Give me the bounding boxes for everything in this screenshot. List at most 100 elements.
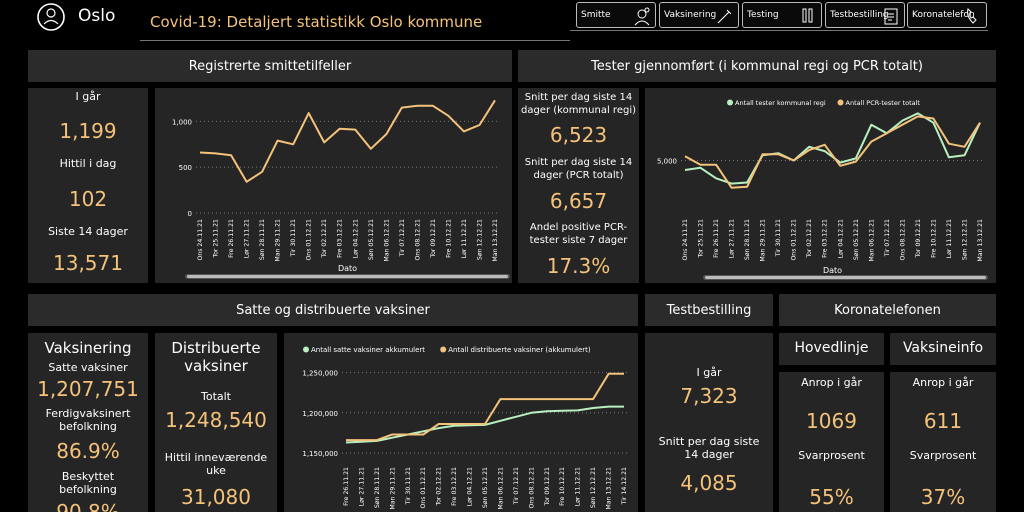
phone-icon [967, 8, 977, 24]
x-tick-label: Lør 11.12.21 [461, 219, 468, 258]
hovedlinje-title: Hovedlinje [794, 340, 869, 356]
ferdigvaksinert-value: 86.9% [56, 439, 120, 463]
vaksineinfo-anrop-value: 611 [923, 409, 963, 433]
x-tick-label: Ons 24.11.21 [197, 219, 204, 261]
smitte-kpi-panel [28, 88, 148, 283]
nav-testing-button[interactable]: Testing [742, 2, 822, 28]
x-tick-label: Tor 09.12.21 [915, 219, 922, 259]
tester-snitt-kommunal-label: Snitt per dag siste 14 dager (kommunal r… [520, 92, 637, 116]
x-tick-label: Tor 09.12.21 [544, 467, 551, 507]
legend-marker [837, 99, 844, 106]
nav-koronatelefon-button[interactable]: Koronatelefon [907, 2, 987, 28]
title-underline-right [570, 30, 988, 31]
series-line [684, 115, 981, 189]
tester-andel-value: 17.3% [546, 254, 611, 278]
legend-label: Antall distribuerte vaksiner (akkumulert… [448, 346, 591, 354]
x-tick-label: Tor 25.11.21 [213, 219, 220, 259]
x-tick-label: Man 29.11.21 [275, 219, 282, 262]
vaksinering-title: Vaksinering [44, 339, 132, 357]
nav-smitte-button[interactable]: Smitte [576, 2, 656, 28]
y-tick-label: 1,150,000 [302, 450, 338, 458]
x-tick-label: Søn 05.12.21 [482, 467, 489, 508]
smitte-hittil-label: Hittil i dag [59, 157, 117, 170]
x-tick-label: Ons 08.12.21 [899, 219, 906, 261]
y-tick-label: 0 [188, 210, 192, 218]
x-tick-label: Tir 07.12.21 [513, 467, 520, 505]
x-tick-label: Man 13.12.21 [492, 219, 499, 262]
beskyttet-label: Beskyttet befolkning [59, 470, 117, 496]
legend-label: Antall PCR-tester totalt [846, 99, 921, 107]
x-tick-label: Fre 10.12.21 [930, 219, 937, 258]
x-tick-label: Ons 24.11.21 [682, 219, 689, 261]
hovedlinje-svar-label: Svarprosent [798, 449, 865, 462]
totalt-value: 1,248,540 [165, 408, 267, 432]
scrollbar-thumb [187, 275, 508, 278]
tester-header: Tester gjennomført (i kommunal regi og P… [518, 50, 996, 82]
x-tick-label: Ons 01.12.21 [791, 219, 798, 261]
x-tick-label: Søn 05.12.21 [368, 219, 375, 260]
x-tick-label: Lør 27.11.21 [729, 219, 736, 258]
x-tick-label: Lør 11.12.21 [946, 219, 953, 258]
x-tick-label: Fre 03.12.21 [337, 219, 344, 258]
x-tick-label: Man 06.12.21 [383, 219, 390, 262]
nav-testbestilling-button[interactable]: Testbestilling [825, 2, 905, 28]
x-tick-label: Søn 12.12.21 [590, 467, 597, 508]
x-tick-label: Tir 14.12.21 [621, 467, 628, 505]
top-bar: Oslo Covid-19: Detaljert statistikk Oslo… [0, 0, 1024, 46]
vaksine-line-chart: 1,150,000 1,200,000 1,250,000 Fre 26.11.21 L… [302, 346, 628, 510]
satte-vaksiner-value: 1,207,751 [37, 377, 139, 401]
smitte-igar-value: 1,199 [59, 119, 117, 143]
x-tick-label: Lør 27.11.21 [358, 467, 365, 506]
x-tick-label: Tor 02.12.21 [806, 219, 813, 259]
x-tick-label: Lør 04.12.21 [837, 219, 844, 258]
testbestilling-igar-value: 7,323 [680, 384, 738, 408]
legend-marker [440, 346, 447, 353]
x-tick-label: Ons 01.12.21 [420, 467, 427, 509]
x-tick-label: Lør 11.12.21 [575, 467, 582, 506]
clipboard-icon [884, 8, 898, 25]
tester-chart-panel: 5,000 Ons 24.11.21 Tor 25.11.21 Fre 26.11.2… [645, 88, 996, 283]
oslo-logo-icon [36, 2, 70, 32]
hovedlinje-title-panel [779, 333, 884, 365]
distribuerte-title: Distribuerte vaksiner [171, 339, 261, 375]
hovedlinje-svar-value: 55% [809, 485, 854, 509]
x-tick-label: Man 29.11.21 [389, 467, 396, 510]
smitte-chart-panel: 0 500 1,000 Ons 24.11.21 Tor 25.11.21 Fre 26.… [155, 88, 512, 283]
x-tick-label: Ons 08.12.21 [414, 219, 421, 261]
smitte-line-chart: 0 500 1,000 Ons 24.11.21 Tor 25.11.21 Fre 26.… [172, 99, 510, 279]
x-tick-label: Tor 25.11.21 [698, 219, 705, 259]
satte-vaksiner-label: Satte vaksiner [48, 361, 128, 374]
smitte-hittil-value: 102 [68, 187, 108, 211]
scrollbar-thumb [705, 276, 986, 279]
x-tick-label: Tir 30.11.21 [775, 219, 782, 257]
y-tick-label: 5,000 [657, 158, 677, 166]
x-tick-label: Fre 03.12.21 [822, 219, 829, 258]
x-tick-label: Tir 30.11.21 [290, 219, 297, 257]
y-tick-label: 1,000 [172, 118, 192, 126]
smitte-siste14-value: 13,571 [53, 251, 123, 275]
legend-label: Antall satte vaksiner akkumulert [311, 346, 425, 354]
page-title: Covid-19: Detaljert statistikk Oslo komm… [150, 13, 483, 31]
series-line [346, 372, 624, 442]
nav-vaksinering-button[interactable]: Vaksinering [659, 2, 739, 28]
ferdigvaksinert-label: Ferdigvaksinert befolkning [45, 407, 131, 433]
distribuerte-panel [155, 333, 277, 512]
testbestilling-igar-label: I går [696, 366, 722, 379]
syringe-icon [717, 9, 732, 24]
legend-label: Antall tester kommunal regi [735, 99, 826, 107]
vaksineinfo-panel [890, 372, 996, 512]
vaksineinfo-title-panel [890, 333, 996, 365]
x-tick-label: Søn 12.12.21 [476, 219, 483, 260]
x-tick-label: Søn 12.12.21 [961, 219, 968, 260]
virus-person-icon [634, 7, 650, 26]
x-tick-label: Tir 30.11.21 [405, 467, 412, 505]
tester-snitt-kommunal-value: 6,523 [549, 123, 608, 147]
x-tick-label: Man 06.12.21 [868, 219, 875, 262]
hovedlinje-anrop-value: 1069 [806, 409, 857, 433]
smitte-igar-label: I går [75, 90, 101, 103]
legend-marker [303, 346, 309, 353]
tester-snitt-pcr-value: 6,657 [549, 189, 608, 213]
vaksiner-header: Satte og distribuerte vaksiner [28, 294, 638, 326]
series-line [199, 99, 496, 183]
tester-line-chart: 5,000 Ons 24.11.21 Tor 25.11.21 Fre 26.11.2… [657, 99, 988, 280]
